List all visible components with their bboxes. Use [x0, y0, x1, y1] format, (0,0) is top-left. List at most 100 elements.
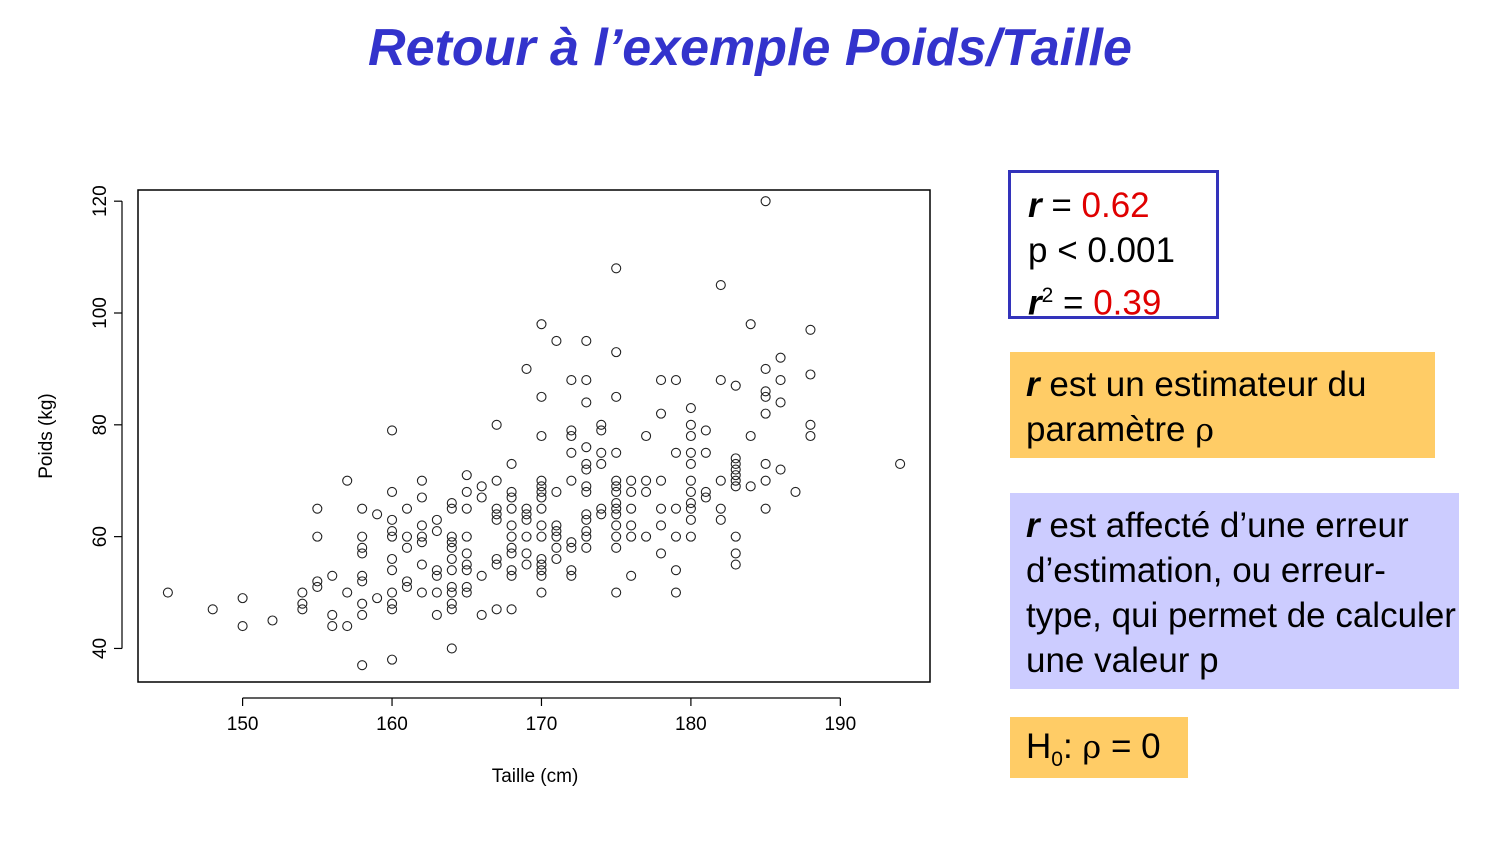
x-tick-label: 170: [526, 714, 558, 735]
data-point: [611, 347, 622, 358]
data-point: [506, 486, 517, 497]
data-point: [760, 391, 771, 402]
error-r-symbol: r: [1026, 506, 1040, 545]
data-point: [357, 598, 368, 609]
data-point: [506, 492, 517, 503]
data-point: [596, 458, 607, 470]
data-point: [730, 548, 741, 559]
data-point: [431, 525, 442, 537]
data-point: [446, 643, 457, 654]
data-point: [775, 352, 786, 363]
data-point: [641, 486, 652, 497]
data-point: [655, 375, 667, 386]
data-point: [431, 514, 442, 525]
data-point: [581, 525, 592, 537]
data-point: [566, 542, 577, 553]
y-tick-label: 100: [90, 297, 111, 329]
data-point: [536, 492, 547, 503]
r-line: r = 0.62: [1028, 183, 1216, 228]
data-point: [461, 587, 472, 598]
data-point: [536, 520, 547, 531]
data-point: [715, 279, 726, 291]
data-point: [416, 475, 427, 486]
data-point: [655, 520, 667, 531]
data-point: [730, 470, 741, 481]
data-point: [670, 503, 682, 514]
standard-error-note: r est affecté d’une erreur d’estimation,…: [1010, 493, 1459, 689]
data-point: [461, 486, 472, 497]
data-point: [476, 609, 487, 620]
data-point: [386, 654, 398, 665]
data-point: [760, 458, 771, 470]
data-point: [536, 531, 547, 542]
rho-symbol: ρ: [1195, 411, 1215, 449]
h-rho-symbol: ρ: [1082, 728, 1102, 766]
data-point: [506, 604, 517, 615]
data-point: [401, 531, 413, 542]
data-point: [401, 542, 413, 553]
data-point: [536, 503, 547, 514]
data-point: [461, 559, 472, 570]
data-point: [596, 447, 607, 458]
data-point: [760, 475, 771, 486]
data-point: [730, 453, 741, 464]
estimator-note: r est un estimateur du paramètre ρ: [1010, 352, 1435, 458]
data-point: [476, 570, 487, 581]
data-point: [551, 335, 562, 347]
data-point: [611, 486, 622, 497]
data-point: [207, 604, 218, 615]
data-point: [536, 570, 547, 581]
data-point: [327, 609, 338, 620]
data-point: [685, 419, 696, 430]
data-point: [700, 425, 711, 436]
data-point: [581, 514, 592, 525]
data-point: [491, 559, 502, 570]
p-value-line: p < 0.001: [1028, 231, 1175, 270]
data-point: [641, 430, 652, 442]
data-point: [536, 559, 547, 570]
data-point: [581, 397, 592, 408]
estimator-r-symbol: r: [1026, 365, 1040, 404]
correlation-stats-box: r = 0.62 p < 0.001 r2 = 0.39: [1008, 170, 1219, 323]
data-point: [312, 576, 323, 587]
data-point: [401, 581, 413, 593]
data-point: [386, 486, 398, 497]
y-tick-label: 80: [90, 414, 111, 435]
data-point: [745, 481, 756, 492]
data-point: [416, 520, 427, 531]
data-point: [730, 380, 741, 391]
data-point: [730, 475, 741, 486]
data-point: [730, 458, 741, 470]
data-point: [312, 581, 323, 593]
data-point: [685, 503, 696, 514]
data-point: [491, 553, 502, 565]
data-point: [760, 503, 771, 514]
x-tick-label: 190: [824, 714, 856, 735]
data-point: [581, 542, 592, 553]
data-point: [566, 375, 577, 386]
data-point: [596, 503, 607, 514]
data-point: [611, 263, 622, 274]
data-point: [491, 419, 502, 430]
data-point: [506, 458, 517, 470]
data-point: [790, 486, 801, 497]
data-point: [506, 565, 517, 576]
data-point: [386, 425, 398, 436]
data-point: [611, 587, 622, 598]
data-point: [685, 531, 696, 542]
data-point: [237, 621, 248, 632]
data-point: [506, 520, 517, 531]
data-point: [566, 570, 577, 581]
data-point: [596, 509, 607, 520]
data-point: [386, 604, 398, 615]
data-point: [386, 565, 398, 576]
h-colon: :: [1062, 727, 1083, 766]
data-point: [730, 559, 741, 570]
data-point: [566, 430, 577, 442]
data-point: [566, 475, 577, 486]
data-point: [760, 363, 771, 374]
data-point: [685, 486, 696, 497]
data-point: [626, 475, 637, 486]
data-point: [581, 509, 592, 520]
data-point: [536, 565, 547, 576]
